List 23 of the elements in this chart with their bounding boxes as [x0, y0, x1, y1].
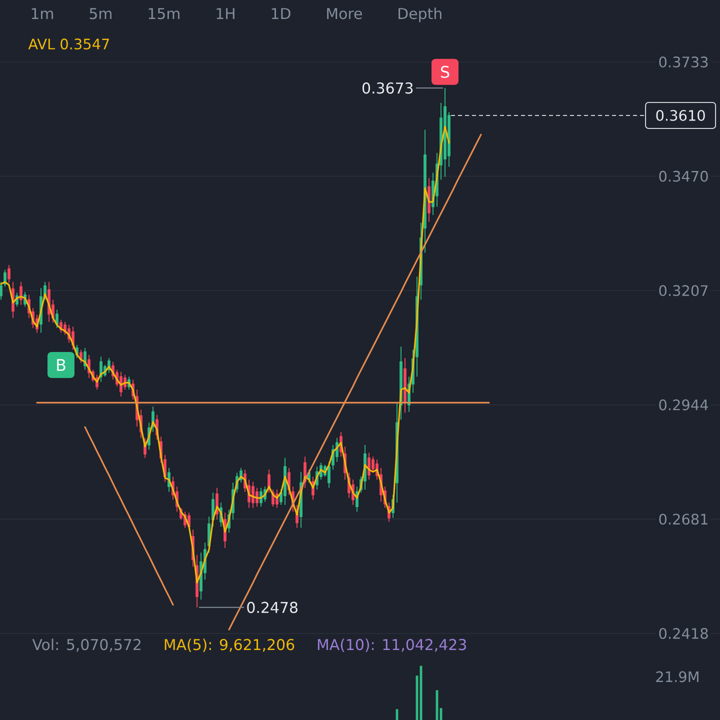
text: 1D [272, 8, 290, 19]
y-tick-label: 0.3733 [659, 56, 708, 68]
text: MA(5): 9,621,206 [164, 638, 294, 652]
annotation: B [57, 359, 66, 371]
y-tick-label: 0.2418 [659, 628, 708, 639]
y-tick-label: 0.3470 [659, 170, 708, 182]
annotation: 0.2478 [247, 602, 298, 614]
y-tick-label: 0.2944 [659, 399, 708, 410]
text: 1H [216, 8, 234, 19]
annotation: 0.3673 [362, 82, 413, 94]
y-tick-label: 0.3207 [659, 285, 708, 296]
text: 5m [90, 8, 112, 20]
text: 1m [32, 8, 53, 19]
text: AVL 0.3547 [28, 38, 109, 50]
text: More [327, 8, 362, 20]
y-tick-label: 0.2681 [659, 514, 708, 525]
text: 15m [148, 8, 180, 20]
text: 0.3610 [656, 110, 705, 121]
text: MA(10): 11,042,423 [318, 638, 466, 652]
annotation: S [441, 66, 450, 78]
text: Depth [398, 8, 442, 22]
text: Vol: 5,070,572 [32, 638, 140, 652]
text: 21.9M [656, 671, 698, 682]
